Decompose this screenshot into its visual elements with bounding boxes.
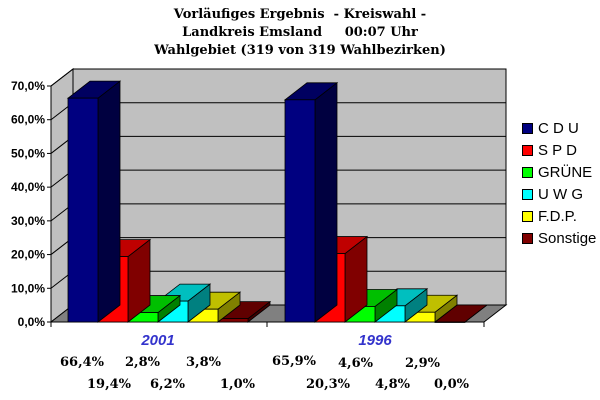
legend-swatch xyxy=(522,122,533,134)
gridline-side xyxy=(50,68,74,87)
legend-item: U W G xyxy=(522,183,596,205)
value-sonstige-2001: 1,0% xyxy=(220,377,255,392)
chart-legend: C D U S P D GRÜNE U W G F.D.P. Sonstige xyxy=(522,117,596,249)
chart-title: Vorläufiges Ergebnis - Kreiswahl - Landk… xyxy=(0,6,600,60)
values-2001-row1: 66,4% 2,8% 3,8% xyxy=(60,355,221,370)
values-1996-row2: 20,3% 4,8% 0,0% xyxy=(306,377,469,392)
legend-item: GRÜNE xyxy=(522,161,596,183)
legend-swatch xyxy=(522,210,533,222)
y-tick-label: 10,0% xyxy=(11,281,45,295)
bar-sonstige-1996 xyxy=(434,321,466,323)
value-gruene-2001: 2,8% xyxy=(125,355,160,370)
bar-cdu-2001 xyxy=(67,97,99,323)
y-tick-label: 60,0% xyxy=(11,113,45,127)
legend-item: F.D.P. xyxy=(522,205,596,227)
value-gruene-1996: 4,6% xyxy=(338,356,373,371)
values-1996-row1: 65,9% 4,6% 2,9% xyxy=(272,354,440,371)
value-uwg-1996: 4,8% xyxy=(375,377,410,392)
y-tick-label: 30,0% xyxy=(11,214,45,228)
category-label-2001: 2001 xyxy=(140,332,174,349)
legend-label: S P D xyxy=(538,141,577,159)
y-tick-label: 40,0% xyxy=(11,180,45,194)
value-spd-2001: 19,4% xyxy=(87,377,132,392)
title-line-2: Landkreis Emsland 00:07 Uhr xyxy=(182,25,418,40)
value-spd-1996: 20,3% xyxy=(306,377,351,392)
value-cdu-2001: 66,4% xyxy=(60,355,105,370)
legend-item: S P D xyxy=(522,139,596,161)
y-tick-label: 0,0% xyxy=(18,315,46,329)
legend-swatch xyxy=(522,232,533,244)
bar-sonstige-2001 xyxy=(217,318,249,323)
values-2001-row2: 19,4% 6,2% 1,0% xyxy=(87,377,255,392)
legend-label: C D U xyxy=(538,119,579,137)
bar-side xyxy=(314,82,338,323)
legend-item: Sonstige xyxy=(522,227,596,249)
y-tick-label: 20,0% xyxy=(11,248,45,262)
legend-swatch xyxy=(522,188,533,200)
bar-side xyxy=(97,80,121,323)
legend-label: U W G xyxy=(538,185,583,203)
y-tick-label: 50,0% xyxy=(11,146,45,160)
legend-label: Sonstige xyxy=(538,229,597,247)
value-fdp-2001: 3,8% xyxy=(186,355,221,370)
value-fdp-1996: 2,9% xyxy=(405,356,440,371)
value-cdu-1996: 65,9% xyxy=(272,354,317,369)
category-label-1996: 1996 xyxy=(358,332,392,349)
value-uwg-2001: 6,2% xyxy=(150,377,185,392)
legend-swatch xyxy=(522,144,533,156)
value-sonstige-1996: 0,0% xyxy=(434,377,469,392)
title-line-1: Vorläufiges Ergebnis - Kreiswahl - xyxy=(173,7,427,22)
bar-cdu-1996 xyxy=(284,99,316,323)
legend-label: F.D.P. xyxy=(538,207,577,225)
legend-label: GRÜNE xyxy=(538,163,593,181)
legend-item: C D U xyxy=(522,117,596,139)
title-line-3: Wahlgebiet (319 von 319 Wahlbezirken) xyxy=(154,43,446,58)
y-tick-label: 70,0% xyxy=(11,79,45,93)
legend-swatch xyxy=(522,166,533,178)
